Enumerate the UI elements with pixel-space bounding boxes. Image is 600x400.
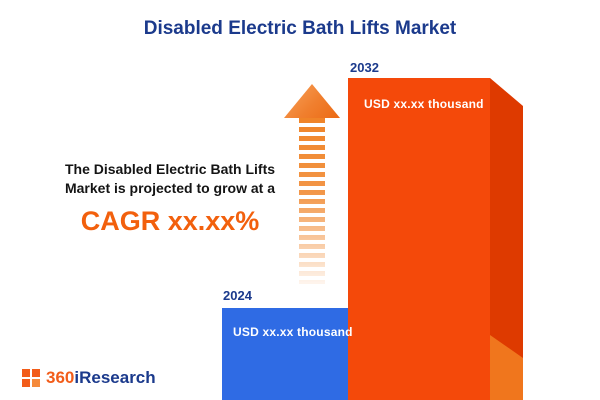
bar-2024-value-label: USD xx.xx thousand (233, 325, 353, 339)
growth-arrow-icon (284, 84, 340, 284)
logo-square (22, 379, 30, 387)
cagr-text: CAGR xx.xx% (80, 206, 260, 236)
bar-2024-year-label: 2024 (223, 288, 252, 303)
logo-square (32, 379, 40, 387)
page-title: Disabled Electric Bath Lifts Market (143, 18, 457, 39)
logo-text-iresearch: iResearch (74, 368, 156, 387)
bar-2032 (348, 78, 490, 400)
promo-text-line1: The Disabled Electric Bath Lifts (64, 161, 276, 177)
bar-2032-year-label: 2032 (350, 60, 379, 75)
logo-text: 360iResearch (46, 368, 156, 388)
logo-text-360: 360 (46, 368, 75, 387)
growth-arrow-head (284, 84, 340, 118)
logo-square (32, 369, 40, 377)
promo-text-line2: Market is projected to grow at a (64, 180, 276, 196)
logo-square (22, 369, 30, 377)
growth-arrow-shaft (299, 118, 325, 284)
bar-2032-side-bottom (490, 335, 523, 400)
logo-squares-icon (22, 369, 40, 387)
bar-2032-side (490, 78, 523, 400)
logo: 360iResearch (22, 368, 156, 388)
bar-2032-value-label: USD xx.xx thousand (364, 97, 484, 111)
promo-text-block: The Disabled Electric Bath Lifts Market … (26, 160, 314, 237)
